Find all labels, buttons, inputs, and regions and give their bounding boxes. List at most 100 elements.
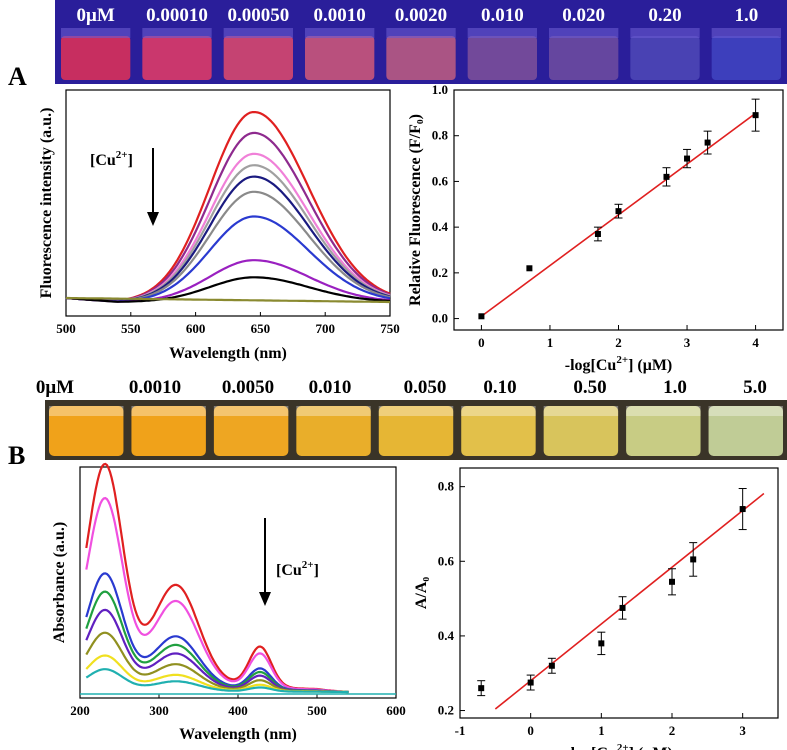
- data-point-0: [478, 685, 485, 692]
- strip-b-label-2: 0.0050: [222, 377, 274, 398]
- absorbance-line-3: [85, 590, 349, 694]
- vial-a-2: [223, 36, 293, 80]
- data-point-2: [594, 231, 601, 237]
- data-point-5: [684, 155, 691, 162]
- strip-a-label-7: 0.20: [648, 5, 681, 26]
- strip-a-label-1: 0.00010: [146, 5, 208, 26]
- vial-a-cap-1: [142, 28, 212, 38]
- x-tick-label-3: 500: [307, 703, 327, 718]
- data-point-1: [526, 265, 533, 272]
- vial-a-cap-6: [549, 28, 619, 38]
- vial-b-8: [708, 406, 783, 456]
- vial-b-2: [213, 406, 289, 456]
- y-tick-label-0: 0.2: [438, 703, 454, 718]
- vial-b-7: [626, 406, 701, 456]
- absorbance-spectra-chart: 200 300 400 500 600 Wavelength (nm) Absorbance…: [51, 462, 406, 743]
- spectrum-line-5: [65, 190, 391, 303]
- x-tick-label-0: 200: [70, 703, 90, 718]
- relative-fluorescence-chart: 0 1 2 3 4 0.0 0.2 0.4 0.6 0.8 1.0 -log[Cu2+] (μM) Re…: [407, 82, 784, 374]
- vial-b-shine-5: [461, 406, 536, 416]
- plot-frame: [459, 467, 779, 719]
- strip-b-label-1: 0.0010: [129, 377, 181, 398]
- y-axis-label: Relative Fluorescence (F/F₀): [407, 114, 424, 306]
- strip-b-label-5: 0.10: [483, 377, 516, 398]
- vial-b-shine-6: [543, 406, 619, 416]
- data-point-7: [752, 112, 759, 119]
- vial-a-cap-5: [467, 28, 537, 38]
- plot-frame: [65, 89, 391, 317]
- x-axis-label: -log[Cu2+] (μM): [565, 742, 673, 750]
- x-tick-label-0: 0: [478, 335, 485, 350]
- down-arrow-head: [259, 592, 271, 606]
- strip-a-label-0: 0μM: [77, 5, 115, 26]
- x-tick-label-2: 1: [598, 723, 605, 738]
- vial-b-shine-1: [131, 406, 206, 416]
- strip-b-label-8: 5.0: [743, 377, 767, 398]
- fit-line: [494, 492, 765, 710]
- x-tick-label-1: 300: [149, 703, 169, 718]
- fluorescence-spectra-chart: 500 550 600 650 700 750 Wavelength (nm) Fluores…: [38, 89, 400, 362]
- x-tick-label-2: 400: [228, 703, 248, 718]
- vial-b-5: [461, 406, 536, 456]
- x-tick-label-0: -1: [455, 723, 466, 738]
- y-tick-label-1: 0.2: [432, 265, 448, 280]
- x-tick-label-0: 500: [56, 321, 76, 336]
- y-tick-label-0: 0.0: [432, 311, 448, 326]
- x-tick-label-3: 3: [684, 335, 691, 350]
- x-tick-label-4: 3: [739, 723, 746, 738]
- concentration-annotation: [Cu2+]: [90, 149, 133, 169]
- vial-a-0: [61, 36, 131, 80]
- vial-b-4: [378, 406, 454, 456]
- vial-b-shine-3: [296, 406, 371, 416]
- vial-a-7: [630, 36, 700, 80]
- vial-a-6: [549, 36, 619, 80]
- data-point-6: [690, 556, 697, 563]
- x-axis-label: Wavelength (nm): [169, 345, 287, 362]
- data-point-5: [669, 578, 675, 585]
- x-tick-label-4: 700: [315, 321, 335, 336]
- strip-b-label-0: 0μM: [36, 377, 74, 398]
- panel-b-label: B: [8, 441, 25, 470]
- vial-a-5: [467, 36, 537, 80]
- absorbance-ratio-chart: -1 0 1 2 3 0.2 0.4 0.6 0.8 -log[Cu2+] (μM) A/A₀: [413, 467, 779, 750]
- strip-a-label-4: 0.0020: [395, 5, 447, 26]
- vial-a-cap-7: [630, 28, 700, 38]
- panel-a-label: A: [8, 62, 27, 91]
- data-point-0: [478, 313, 485, 320]
- absorbance-line-1: [85, 496, 349, 694]
- strip-b-label-7: 1.0: [663, 377, 687, 398]
- vial-a-cap-4: [386, 28, 456, 38]
- data-point-4: [663, 173, 670, 180]
- vial-b-0: [49, 406, 124, 456]
- data-point-6: [704, 139, 711, 146]
- y-axis-label: A/A₀: [413, 577, 430, 610]
- y-tick-label-2: 0.4: [432, 219, 449, 234]
- data-point-7: [739, 506, 746, 513]
- y-tick-label-4: 0.8: [432, 128, 449, 143]
- vial-a-cap-3: [305, 28, 375, 38]
- photo-strip-a: 0μM 0.00010 0.00050 0.0010 0.0020 0.010 0.020 0…: [55, 0, 787, 84]
- strip-b-label-4: 0.050: [404, 377, 447, 398]
- vial-a-1: [142, 36, 212, 80]
- y-tick-label-3: 0.8: [438, 479, 455, 494]
- strip-a-label-2: 0.00050: [227, 5, 289, 26]
- vial-b-3: [296, 406, 371, 456]
- strip-a-label-8: 1.0: [734, 5, 758, 26]
- y-tick-label-1: 0.4: [438, 628, 455, 643]
- vial-b-shine-4: [378, 406, 454, 416]
- spectrum-line-6: [65, 215, 391, 303]
- strip-a-label-3: 0.0010: [314, 5, 366, 26]
- vial-a-cap-0: [61, 28, 131, 38]
- vial-b-6: [543, 406, 619, 456]
- absorbance-line-7: [85, 668, 349, 694]
- x-tick-label-2: 2: [615, 335, 622, 350]
- vial-b-shine-0: [49, 406, 124, 416]
- x-axis-label: Wavelength (nm): [179, 726, 297, 743]
- down-arrow-head: [147, 212, 159, 226]
- plot-frame: [79, 466, 397, 699]
- data-point-3: [598, 640, 605, 647]
- x-tick-label-2: 600: [186, 321, 206, 336]
- vial-b-shine-8: [708, 406, 783, 416]
- vial-a-4: [386, 36, 456, 80]
